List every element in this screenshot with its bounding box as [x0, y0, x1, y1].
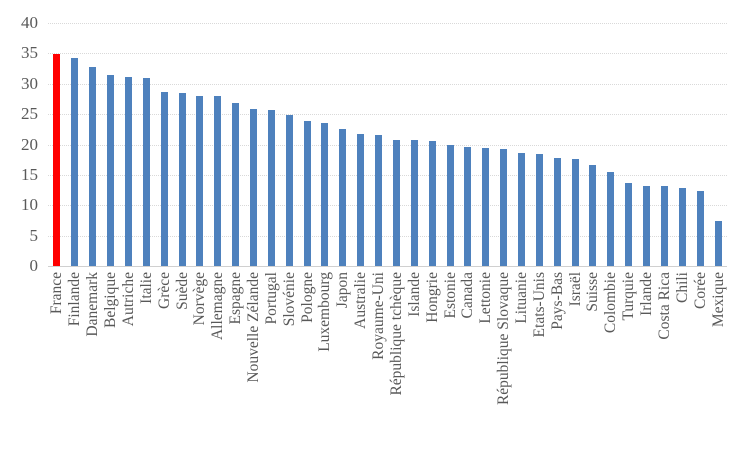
- bar-chili: [678, 187, 686, 266]
- y-gridline: [48, 266, 727, 267]
- bar-finlande: [71, 57, 79, 266]
- bar-portugal: [267, 109, 275, 266]
- x-axis-category-label: Nouvelle Zélande: [244, 272, 262, 383]
- y-axis-tick-label: 35: [21, 43, 38, 63]
- y-gridline: [48, 174, 727, 176]
- y-gridline: [48, 144, 727, 146]
- bar-r-publique-slovaque: [500, 149, 508, 266]
- x-axis-category-label: Danemark: [84, 272, 102, 337]
- bar-lituanie: [518, 153, 525, 266]
- y-gridline: [48, 114, 727, 116]
- x-axis-category-label: Norvège: [191, 272, 209, 326]
- bar-gr-ce: [160, 92, 168, 266]
- y-gridline: [48, 83, 727, 85]
- x-axis-category-label: Hongrie: [423, 272, 441, 323]
- x-axis-category-label: Canada: [459, 272, 477, 319]
- y-gridline: [48, 23, 727, 24]
- bar-mexique: [714, 221, 722, 266]
- bar-lettonie: [482, 147, 490, 266]
- bar-norv-ge: [196, 95, 204, 266]
- bar-irlande: [643, 185, 651, 266]
- bar-japon: [339, 129, 347, 266]
- x-axis-category-label: Japon: [334, 272, 352, 309]
- bar-hongrie: [428, 141, 436, 266]
- bar-pays-bas: [553, 157, 561, 266]
- x-axis-category-label: Lettonie: [477, 272, 495, 324]
- x-axis-category-label: Colombie: [602, 272, 620, 334]
- x-axis-category-label: République Slovaque: [495, 272, 513, 406]
- x-axis-category-label: Pays-Bas: [548, 272, 566, 330]
- x-axis-category-label: Finlande: [66, 272, 84, 327]
- x-axis-category-label: Luxembourg: [316, 272, 334, 352]
- y-gridline: [48, 205, 727, 207]
- y-axis-tick-label: 15: [21, 164, 38, 184]
- x-axis-category-label: Pologne: [298, 272, 316, 323]
- bar-islande: [410, 140, 418, 266]
- y-gridline: [48, 235, 727, 237]
- x-axis-category-label: Chili: [673, 272, 691, 304]
- bar-belgique: [107, 74, 115, 266]
- x-axis-category-label: Autriche: [119, 272, 137, 327]
- x-axis-category-label: Allemagne: [209, 272, 227, 341]
- x-axis-category-label: Lituanie: [513, 272, 530, 324]
- y-axis-tick-label: 0: [29, 256, 39, 275]
- x-axis-category-label: France: [48, 272, 66, 315]
- x-axis-category-label: Royaume-Uni: [370, 272, 388, 360]
- bar-italie: [142, 78, 150, 266]
- bar-allemagne: [214, 95, 222, 266]
- x-axis-category-label: Turquie: [620, 272, 638, 321]
- bar-turquie: [625, 183, 633, 266]
- y-axis-tick-label: 20: [21, 134, 38, 154]
- x-axis-category-label: Suède: [173, 272, 191, 310]
- x-axis-category-label: Estonie: [441, 272, 459, 319]
- bar-australie: [357, 133, 365, 266]
- bar-isra-l: [571, 159, 579, 266]
- bar-canada: [464, 146, 472, 266]
- bar-royaume-uni: [375, 134, 383, 266]
- bar-su-de: [178, 93, 186, 266]
- x-axis-category-label: Etats-Unis: [530, 272, 548, 338]
- x-axis-category-label: Belgique: [102, 272, 120, 328]
- bar-espagne: [232, 102, 240, 266]
- bar-colombie: [607, 172, 615, 266]
- bar-danemark: [89, 66, 97, 266]
- x-axis-category-label: Slovénie: [280, 272, 298, 327]
- x-axis-category-label: Israël: [566, 272, 584, 307]
- bar-slov-nie: [285, 114, 293, 266]
- x-axis-category-label: Australie: [352, 272, 370, 329]
- y-axis-tick-label: 10: [21, 195, 38, 215]
- bar-pologne: [303, 121, 311, 266]
- x-axis-category-label: Islande: [405, 272, 423, 317]
- x-axis-category-label: Grèce: [155, 272, 173, 309]
- y-axis-tick-label: 30: [21, 73, 38, 93]
- x-axis-category-label: Portugal: [262, 272, 280, 325]
- y-axis-tick-label: 25: [21, 104, 38, 124]
- bar-cor-e: [696, 190, 704, 266]
- x-axis-category-label: Espagne: [227, 272, 245, 325]
- x-axis-category-label: Suisse: [584, 272, 602, 312]
- bar-costa-rica: [660, 186, 668, 266]
- bar-france: [53, 53, 61, 266]
- x-axis-category-label: Mexique: [709, 272, 727, 328]
- bar-autriche: [124, 77, 132, 266]
- bar-nouvelle-z-lande: [249, 109, 257, 266]
- bar-estonie: [446, 145, 454, 266]
- bar-luxembourg: [321, 122, 329, 266]
- y-axis-tick-label: 5: [29, 225, 39, 245]
- y-gridline: [48, 53, 727, 55]
- bar-etats-unis: [535, 153, 543, 266]
- x-axis-category-label: Costa Rica: [655, 272, 673, 340]
- x-axis-category-label: Irlande: [638, 272, 656, 316]
- x-axis-category-label: République tchèque: [387, 272, 405, 396]
- y-axis-tick-label: 40: [21, 13, 38, 32]
- x-axis-category-label: Italie: [137, 272, 155, 304]
- x-axis-category-label: Corée: [691, 272, 709, 310]
- bar-r-publique-tch-que: [392, 139, 400, 266]
- bar-suisse: [589, 165, 597, 266]
